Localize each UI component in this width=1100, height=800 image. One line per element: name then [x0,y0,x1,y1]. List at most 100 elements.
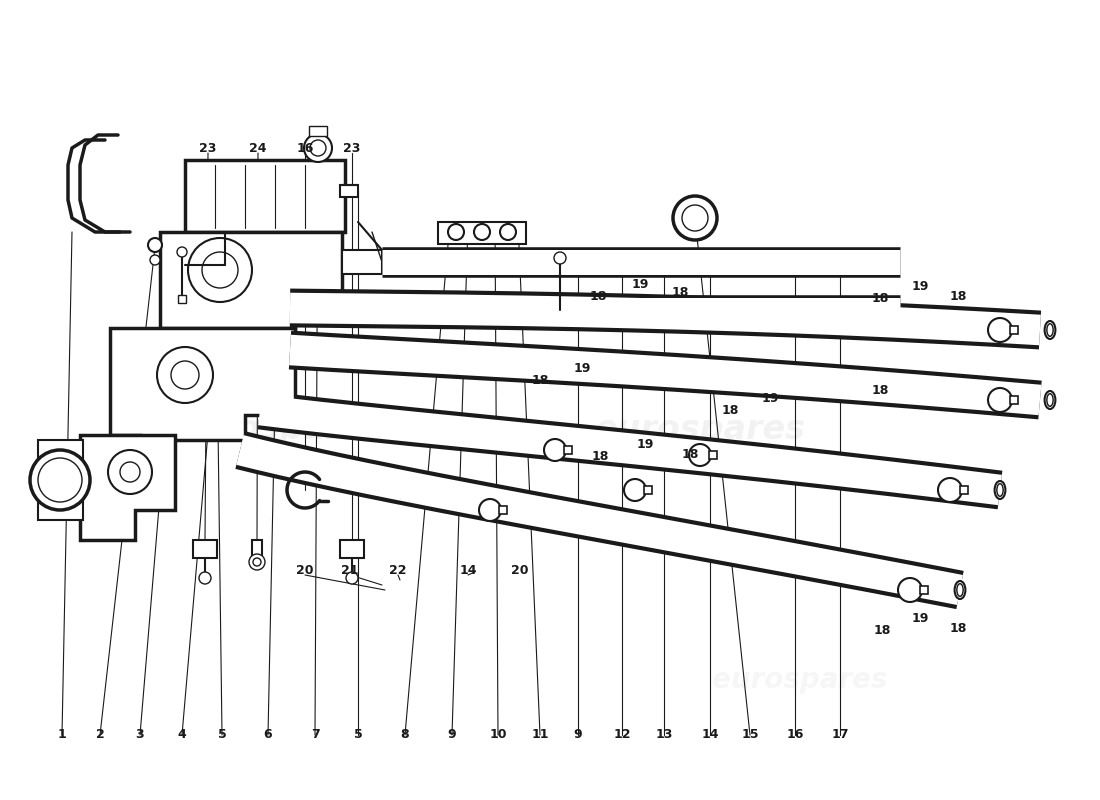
Text: 21: 21 [341,563,359,577]
Bar [185,160,345,232]
Circle shape [624,479,646,501]
Bar [39,440,82,520]
Circle shape [988,388,1012,412]
Circle shape [120,462,140,482]
Text: 3: 3 [135,729,144,742]
Circle shape [199,572,211,584]
Circle shape [249,554,265,570]
Bar [644,486,652,494]
Circle shape [544,439,566,461]
Ellipse shape [957,584,964,596]
Circle shape [554,252,566,264]
Text: 16: 16 [296,142,314,154]
Circle shape [39,458,82,502]
Circle shape [148,238,162,252]
Circle shape [478,499,500,521]
Text: 10: 10 [490,729,507,742]
Text: 20: 20 [296,563,314,577]
Text: 5: 5 [218,729,227,742]
Text: 18: 18 [681,447,698,461]
Circle shape [898,578,922,602]
Bar [920,586,928,594]
Text: eurospares: eurospares [175,414,385,446]
Text: 7: 7 [310,729,319,742]
Ellipse shape [994,481,1005,499]
Text: 19: 19 [911,279,928,293]
Text: eurospares: eurospares [713,666,888,694]
Text: eurospares: eurospares [594,414,805,446]
Text: 18: 18 [873,623,891,637]
Text: 18: 18 [531,374,549,386]
Circle shape [500,224,516,240]
Text: 13: 13 [656,729,673,742]
Ellipse shape [1047,324,1053,336]
Text: 16: 16 [786,729,804,742]
Text: 12: 12 [614,729,630,742]
Circle shape [108,450,152,494]
Circle shape [310,140,326,156]
Text: 6: 6 [264,729,273,742]
Text: 19: 19 [636,438,653,450]
Bar [1010,396,1018,404]
Text: 18: 18 [722,403,739,417]
Circle shape [448,224,464,240]
Text: 11: 11 [531,729,549,742]
Text: 1: 1 [57,729,66,742]
Text: 4: 4 [177,729,186,742]
Text: 18: 18 [871,383,889,397]
Text: 17: 17 [832,729,849,742]
Text: 22: 22 [389,563,407,577]
Bar [1010,326,1018,334]
Text: 15: 15 [741,729,759,742]
Circle shape [170,361,199,389]
Circle shape [673,196,717,240]
Text: 18: 18 [871,291,889,305]
Text: 18: 18 [590,290,607,302]
Text: 23: 23 [199,142,217,154]
Bar [340,540,364,558]
Polygon shape [80,435,175,540]
Ellipse shape [997,484,1003,496]
Text: 18: 18 [671,286,689,299]
Text: 18: 18 [949,622,967,634]
Text: 5: 5 [353,729,362,742]
Text: 19: 19 [911,611,928,625]
Text: 14: 14 [460,563,476,577]
Bar [438,222,526,244]
Text: 8: 8 [400,729,409,742]
Bar [178,295,186,303]
Bar [340,185,358,197]
Circle shape [188,238,252,302]
Circle shape [253,558,261,566]
Text: 18: 18 [592,450,608,462]
Text: 18: 18 [949,290,967,302]
Text: 19: 19 [631,278,649,290]
Ellipse shape [1045,321,1055,339]
Polygon shape [110,328,295,440]
Circle shape [202,252,238,288]
Text: 19: 19 [761,391,779,405]
Bar [309,126,327,136]
Bar [960,486,968,494]
Circle shape [346,572,358,584]
Ellipse shape [1045,391,1055,409]
Circle shape [682,205,708,231]
Circle shape [938,478,962,502]
Bar [192,540,217,558]
Ellipse shape [955,581,966,599]
Text: 2: 2 [96,729,104,742]
Polygon shape [160,232,342,328]
Text: 14: 14 [702,729,718,742]
Circle shape [988,318,1012,342]
Text: 20: 20 [512,563,529,577]
Bar [564,446,572,454]
Circle shape [304,134,332,162]
Circle shape [689,444,711,466]
Text: 23: 23 [343,142,361,154]
Circle shape [30,450,90,510]
Bar [342,250,382,274]
Text: 9: 9 [574,729,582,742]
Bar [252,540,262,558]
Circle shape [474,224,490,240]
Text: 19: 19 [573,362,591,374]
